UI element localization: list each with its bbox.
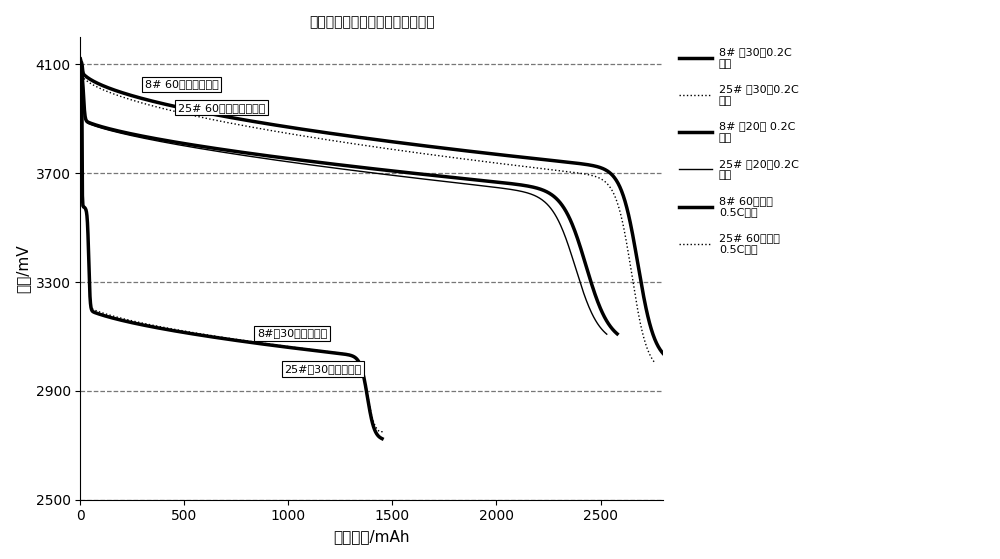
Text: 8#负30度放电曲线: 8#负30度放电曲线 bbox=[257, 329, 327, 338]
X-axis label: 放电容量/mAh: 放电容量/mAh bbox=[333, 529, 410, 544]
Text: 25#负30度放电曲线: 25#负30度放电曲线 bbox=[284, 364, 362, 374]
Text: 8# 60度高温放电曲: 8# 60度高温放电曲 bbox=[145, 79, 219, 89]
Title: 实验组与对比组不同温度放电曲线: 实验组与对比组不同温度放电曲线 bbox=[309, 15, 434, 29]
Y-axis label: 电压/mV: 电压/mV bbox=[15, 244, 30, 293]
Legend: 8# 负30度0.2C
放电, 25# 负30度0.2C
放电, 8# 负20度 0.2C
放电, 25# 负20度0.2C
放电, 8# 60度高温
0.5C: 8# 负30度0.2C 放电, 25# 负30度0.2C 放电, 8# 负20度… bbox=[674, 42, 803, 259]
Text: 25# 60度高温放电曲线: 25# 60度高温放电曲线 bbox=[178, 103, 266, 112]
